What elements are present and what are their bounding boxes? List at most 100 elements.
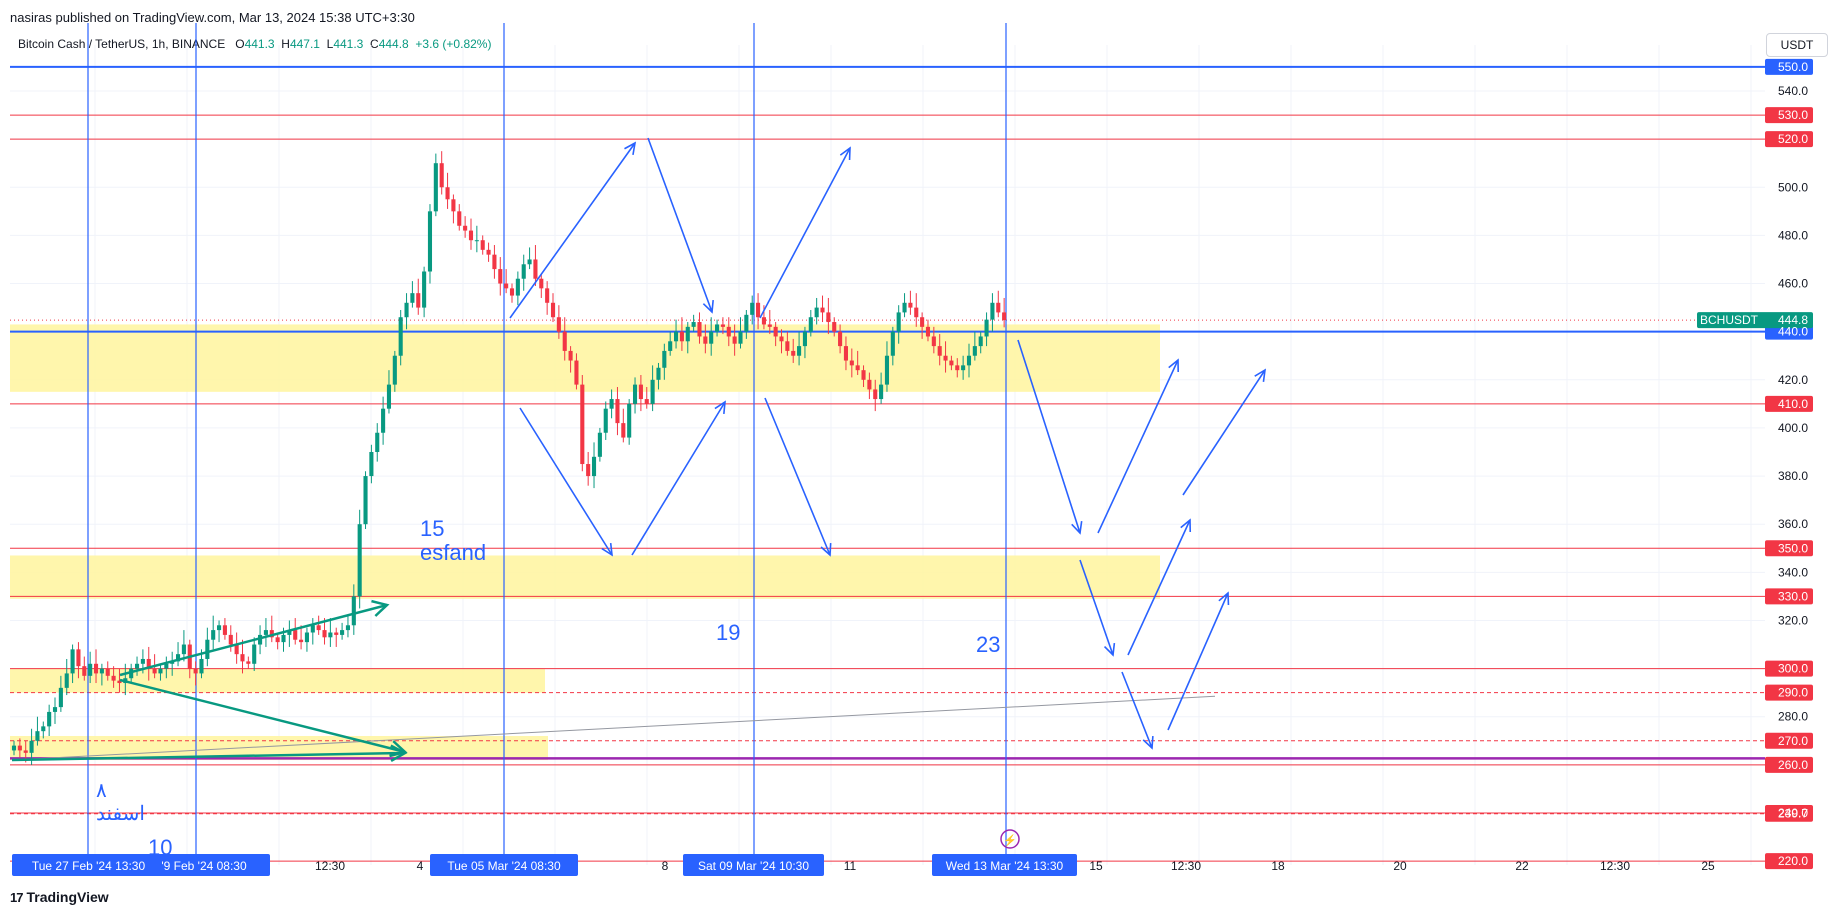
- price-tag: [1765, 131, 1813, 148]
- currency-selector[interactable]: USDT: [1766, 33, 1828, 57]
- candle-body: [351, 596, 356, 626]
- candle-body: [615, 399, 620, 424]
- candle-body: [550, 302, 556, 318]
- candle-body: [668, 341, 673, 351]
- annotation-esfand: esfand: [420, 540, 486, 565]
- last-price-tag: [1697, 312, 1813, 329]
- candle-body: [146, 658, 151, 669]
- candle-body: [703, 336, 708, 344]
- y-tick-label: 400.0: [1778, 421, 1808, 435]
- candle-body: [662, 350, 667, 368]
- candle-body: [838, 331, 843, 347]
- candle-body: [732, 336, 737, 344]
- arrow-shaft: [647, 137, 713, 313]
- candle-body: [252, 644, 257, 664]
- candle-body: [527, 259, 532, 265]
- x-tick-label: 11: [844, 859, 857, 873]
- arrow-shaft: [631, 401, 726, 556]
- candle-body: [756, 302, 761, 318]
- y-tick-label: 360.0: [1778, 517, 1808, 531]
- x-tick-label: 8: [662, 859, 669, 873]
- candle-body: [650, 379, 655, 404]
- price-tag-label: 260.0: [1778, 758, 1808, 772]
- candle-body: [480, 240, 485, 250]
- candle-body: [64, 673, 69, 688]
- price-tag-label: 410.0: [1778, 397, 1808, 411]
- candles: [11, 151, 1007, 765]
- x-axis: [12, 854, 1077, 876]
- candle-body: [322, 630, 327, 638]
- price-tag-label: 300.0: [1778, 662, 1808, 676]
- candle-body: [955, 365, 960, 371]
- candle-body: [134, 663, 140, 669]
- price-tag: [1765, 540, 1813, 557]
- symbol-legend[interactable]: Bitcoin Cash / TetherUS, 1h, BINANCE O44…: [18, 37, 491, 51]
- price-tag-label: 240.0: [1778, 806, 1808, 820]
- candle-body: [316, 625, 321, 631]
- x-tick-label: 20: [1393, 859, 1407, 873]
- tradingview-brand[interactable]: 17 TradingView: [10, 889, 109, 905]
- alert-bolt-icon: ⚡: [1003, 834, 1017, 847]
- tradingview-logo-icon: 17: [10, 889, 24, 905]
- y-tick-label: 340.0: [1778, 565, 1808, 579]
- alert-icon: [1000, 829, 1020, 849]
- candle-body: [439, 163, 444, 188]
- candle-body: [345, 625, 351, 631]
- candle-body: [310, 625, 315, 633]
- arrow-head: [1103, 642, 1116, 657]
- candle-body: [961, 365, 966, 371]
- change-value: +3.6 (+0.82%): [415, 37, 492, 51]
- candle-body: [299, 639, 304, 643]
- candle-body: [392, 355, 397, 385]
- candle-body: [843, 346, 849, 361]
- x-tick-label: 18: [1271, 859, 1285, 873]
- candle-body: [398, 317, 403, 356]
- candle-body: [797, 346, 802, 356]
- candle-body: [873, 389, 878, 400]
- candle-body: [334, 632, 339, 635]
- green-arrow-shaft: [119, 603, 388, 677]
- x-tick-label: 22: [1515, 859, 1529, 873]
- candle-body: [17, 745, 22, 751]
- x-highlight-label: '9 Feb '24 08:30: [161, 859, 247, 873]
- candle-body: [492, 254, 497, 270]
- open-label: O: [235, 37, 245, 51]
- candle-body: [609, 399, 614, 409]
- close-label: C: [370, 37, 379, 51]
- candle-body: [158, 668, 163, 674]
- candle-body: [29, 740, 34, 753]
- candle-body: [105, 668, 110, 676]
- green-arrow-head: [371, 599, 390, 617]
- candle-body: [11, 745, 17, 751]
- candle-body: [767, 324, 772, 327]
- arrow-head: [624, 141, 637, 155]
- last-price-value: 444.8: [1778, 313, 1808, 327]
- candle-body: [451, 199, 456, 212]
- arrow-shaft: [764, 397, 831, 556]
- candle-body: [164, 663, 169, 669]
- candle-body: [287, 630, 292, 635]
- price-tag: [1765, 107, 1813, 124]
- x-tick-label: 15: [1089, 859, 1103, 873]
- arrow-shaft: [509, 142, 636, 319]
- price-tag-label: 530.0: [1778, 108, 1808, 122]
- candle-body: [445, 187, 450, 200]
- arrow-head: [1142, 735, 1154, 750]
- candle-body: [76, 649, 81, 667]
- x-tick-label: 12:30: [315, 859, 345, 873]
- candle-body: [293, 630, 298, 640]
- y-tick-label: 420.0: [1778, 373, 1808, 387]
- price-tag-label: 290.0: [1778, 686, 1808, 700]
- candle-body: [246, 661, 251, 664]
- arrow-head: [1071, 521, 1083, 535]
- y-tick-label: 500.0: [1778, 180, 1808, 194]
- symbol-title: Bitcoin Cash / TetherUS, 1h, BINANCE: [18, 37, 226, 51]
- candle-body: [720, 324, 725, 327]
- candle-body: [914, 307, 919, 318]
- y-tick-label: 480.0: [1778, 228, 1808, 242]
- candle-body: [52, 707, 58, 712]
- candle-body: [832, 322, 837, 332]
- high-label: H: [281, 37, 290, 51]
- x-highlight-tag: [138, 854, 270, 876]
